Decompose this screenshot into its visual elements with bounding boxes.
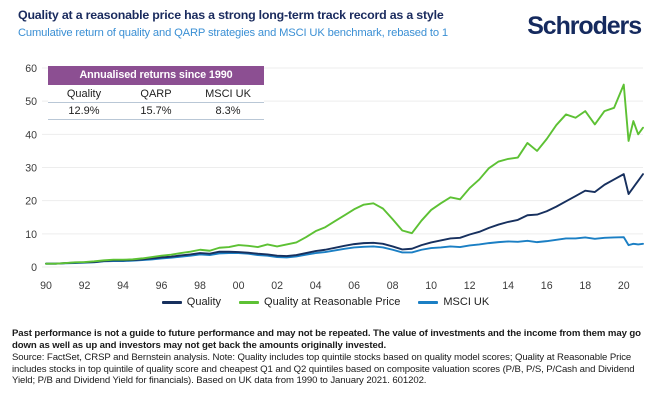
returns-col-qarp: QARP xyxy=(140,88,172,100)
schroders-logo: Schroders xyxy=(527,12,642,40)
y-axis-tick-label: 20 xyxy=(25,196,37,208)
footnote: Past performance is not a guide to futur… xyxy=(12,328,642,387)
x-axis-tick-label: 00 xyxy=(233,280,245,292)
x-axis-tick-label: 12 xyxy=(464,280,476,292)
returns-value-qarp: 15.7% xyxy=(140,105,172,117)
returns-col-quality: Quality xyxy=(66,88,102,100)
y-axis-tick-label: 10 xyxy=(25,229,37,241)
returns-value-quality: 12.9% xyxy=(68,105,100,117)
x-axis-tick-label: 92 xyxy=(79,280,91,292)
legend-swatch-icon xyxy=(418,300,439,304)
y-axis-tick-label: 0 xyxy=(31,262,37,274)
x-axis-tick-label: 98 xyxy=(194,280,206,292)
returns-col-msci-uk: MSCI UK xyxy=(205,88,251,100)
x-axis-tick-label: 16 xyxy=(541,280,553,292)
legend-swatch-icon xyxy=(239,300,260,304)
legend-item-quality-at-reasonable-price[interactable]: Quality at Reasonable Price xyxy=(239,296,400,308)
x-axis-tick-label: 08 xyxy=(387,280,399,292)
x-axis-tick-label: 20 xyxy=(618,280,630,292)
x-axis-tick-label: 10 xyxy=(425,280,437,292)
returns-table-column-row: Quality QARP MSCI UK xyxy=(48,85,264,103)
y-axis-tick-label: 40 xyxy=(25,129,37,141)
y-axis-tick-label: 60 xyxy=(25,63,37,75)
legend-swatch-icon xyxy=(161,300,182,304)
returns-value-msci-uk: 8.3% xyxy=(215,105,241,117)
returns-table-header: Annualised returns since 1990 xyxy=(48,66,264,85)
header: Quality at a reasonable price has a stro… xyxy=(18,8,518,41)
x-axis-tick-label: 18 xyxy=(579,280,591,292)
x-axis-tick-label: 04 xyxy=(310,280,322,292)
page-subtitle: Cumulative return of quality and QARP st… xyxy=(18,27,448,39)
series-line-quality xyxy=(45,173,644,265)
x-axis-tick-label: 90 xyxy=(40,280,52,292)
legend-item-quality[interactable]: Quality xyxy=(161,296,222,308)
x-axis-tick-label: 02 xyxy=(271,280,283,292)
page-title: Quality at a reasonable price has a stro… xyxy=(18,8,444,22)
y-axis-tick-label: 50 xyxy=(25,96,37,108)
chart-legend: Quality Quality at Reasonable Price MSCI U… xyxy=(0,296,651,308)
legend-label: Quality xyxy=(186,296,222,308)
legend-label: Quality at Reasonable Price xyxy=(264,296,401,308)
footnote-disclaimer: Past performance is not a guide to futur… xyxy=(12,328,641,351)
legend-label: MSCI UK xyxy=(443,296,490,308)
series-line-quality-at-reasonable-price xyxy=(45,83,644,265)
legend-item-msci-uk[interactable]: MSCI UK xyxy=(418,296,489,308)
x-axis-tick-label: 94 xyxy=(117,280,129,292)
y-axis-tick-label: 30 xyxy=(25,163,37,175)
x-axis-tick-label: 14 xyxy=(502,280,514,292)
returns-table-value-row: 12.9% 15.7% 8.3% xyxy=(48,103,264,120)
footnote-source: Source: FactSet, CRSP and Bernstein anal… xyxy=(12,352,635,387)
annualised-returns-table: Annualised returns since 1990 Quality QA… xyxy=(48,66,264,120)
x-axis-tick-label: 06 xyxy=(348,280,360,292)
x-axis-tick-label: 96 xyxy=(156,280,168,292)
